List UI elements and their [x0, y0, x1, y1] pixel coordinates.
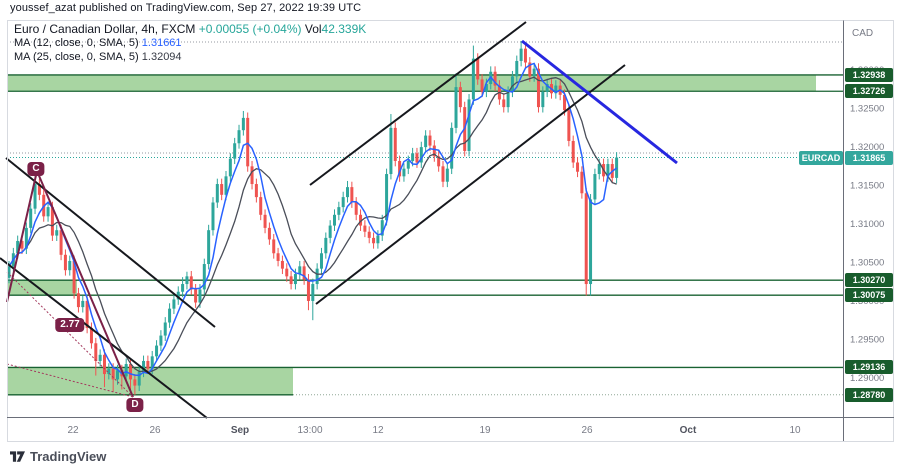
- time-tick-label: Sep: [231, 425, 249, 436]
- published-bar: youssef_azat published on TradingView.co…: [10, 2, 362, 14]
- price-axis[interactable]: CAD 1.33000 1.32500 1.32000 1.31500 1.31000 1.…: [850, 28, 884, 384]
- price-tick-label: 1.32500: [850, 104, 884, 115]
- chart-frame: [7, 20, 894, 442]
- tradingview-logo-icon: [10, 450, 25, 462]
- time-tick-label: 26: [581, 425, 593, 436]
- blue-resistance-trendline[interactable]: [521, 39, 678, 165]
- price-tick-label: 1.32000: [850, 142, 884, 153]
- time-tick-label: 12: [372, 425, 384, 436]
- pattern-point-D[interactable]: D: [126, 398, 144, 412]
- tradingview-watermark[interactable]: TradingView: [10, 449, 106, 464]
- candlestick-series[interactable]: [7, 40, 619, 395]
- pattern-dashed-1[interactable]: [6, 271, 134, 398]
- symbol-row[interactable]: Euro / Canadian Dollar, 4h, FXCM +0.0005…: [14, 22, 366, 37]
- ma-slow-row[interactable]: MA (25, close, 0, SMA, 5) 1.32094: [14, 51, 366, 65]
- time-axis[interactable]: 22 26 Sep 13:00 12 19 26 Oct 10: [67, 425, 801, 436]
- vol-value: 42.339K: [321, 22, 367, 36]
- price-lines: [7, 41, 843, 158]
- time-tick-label: 22: [67, 425, 79, 436]
- ma-fast-label: MA (12, close, 0, SMA, 5): [14, 37, 139, 49]
- axis-currency-label: CAD: [852, 28, 873, 39]
- time-tick-label: 10: [789, 425, 801, 436]
- chart-legend[interactable]: Euro / Canadian Dollar, 4h, FXCM +0.0005…: [14, 22, 366, 64]
- ascending-channel-lower[interactable]: [315, 64, 626, 305]
- time-tick-label: Oct: [680, 425, 697, 436]
- vol-label: Vol: [304, 22, 322, 36]
- price-tick-label: 1.31000: [850, 219, 884, 230]
- price-tick-label: 1.30500: [850, 258, 884, 269]
- tradingview-brand-text: TradingView: [30, 449, 107, 464]
- price-tick-label: 1.29000: [850, 373, 884, 384]
- pattern-leg-down[interactable]: [36, 170, 134, 398]
- descending-channel-upper[interactable]: [5, 157, 216, 328]
- ma-fast-row[interactable]: MA (12, close, 0, SMA, 5) 1.31661: [14, 37, 366, 51]
- pattern-leg-up[interactable]: [6, 170, 38, 303]
- pattern-dashed-2[interactable]: [6, 363, 134, 398]
- ascending-channel-upper[interactable]: [309, 21, 527, 186]
- price-tick-label: 1.30000: [850, 296, 884, 307]
- ma-12-line[interactable]: [8, 62, 618, 377]
- price-change: +0.00055 (+0.04%): [198, 22, 302, 36]
- supply-demand-zones[interactable]: [7, 74, 843, 396]
- time-tick-label: 26: [149, 425, 161, 436]
- pattern-point-2.77[interactable]: 2.77: [55, 318, 85, 332]
- symbol-title: Euro / Canadian Dollar, 4h, FXCM: [14, 22, 196, 36]
- descending-channel-lower[interactable]: [0, 257, 208, 419]
- time-tick-label: 13:00: [297, 425, 322, 436]
- ma-fast-value: 1.31661: [141, 37, 182, 49]
- pattern-point-C[interactable]: C: [27, 162, 45, 176]
- ma-slow-label: MA (25, close, 0, SMA, 5): [14, 50, 139, 63]
- drawing-tools[interactable]: [0, 21, 678, 419]
- ma-slow-value: 1.32094: [141, 50, 182, 63]
- ma-25-line[interactable]: [8, 76, 617, 374]
- price-tick-label: 1.31500: [850, 181, 884, 192]
- price-tick-label: 1.33000: [850, 65, 884, 76]
- price-tick-label: 1.29500: [850, 334, 884, 345]
- time-tick-label: 19: [479, 425, 491, 436]
